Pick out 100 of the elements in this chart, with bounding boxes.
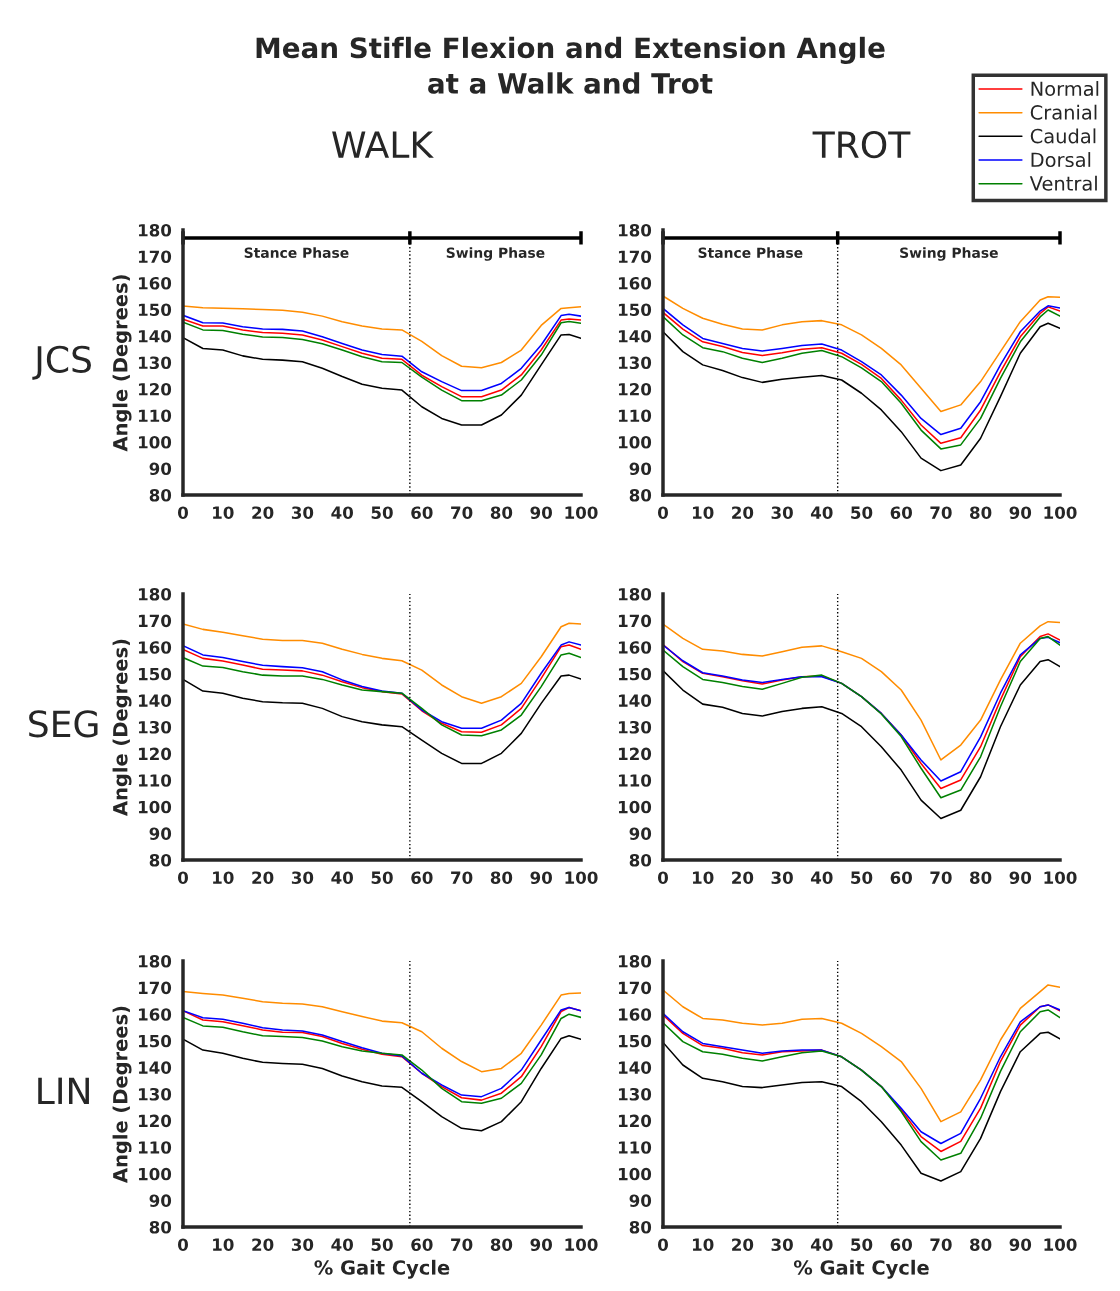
x-tick-label: 0 bbox=[658, 871, 668, 885]
y-tick-label: 120 bbox=[138, 1114, 172, 1128]
x-tick-label: 90 bbox=[1009, 506, 1032, 520]
x-tick-label: 90 bbox=[530, 506, 552, 520]
y-tick-label: 150 bbox=[618, 1034, 652, 1048]
line-series bbox=[183, 305, 581, 369]
y-tick-label: 130 bbox=[618, 1087, 652, 1101]
x-tick-label: 10 bbox=[692, 871, 714, 885]
x-tick-label: 80 bbox=[490, 871, 513, 885]
y-tick-label: 160 bbox=[618, 641, 652, 654]
x-tick-label: 70 bbox=[930, 871, 952, 885]
y-tick-label: 140 bbox=[138, 694, 172, 707]
x-tick-label: 10 bbox=[692, 506, 714, 520]
y-tick-label: 140 bbox=[618, 1061, 652, 1074]
x-tick-label: 70 bbox=[930, 1238, 952, 1252]
x-tick-label: 70 bbox=[930, 506, 952, 520]
x-tick-label: 20 bbox=[252, 1238, 274, 1252]
x-axis-title: % Gait Cycle bbox=[793, 1259, 929, 1279]
y-tick-label: 100 bbox=[138, 800, 172, 814]
chart-title: TROT bbox=[812, 130, 911, 159]
y-tick-label: 170 bbox=[618, 981, 652, 995]
y-tick-label: 110 bbox=[138, 774, 172, 787]
y-tick-label: 80 bbox=[629, 1220, 652, 1234]
x-tick-label: 40 bbox=[331, 506, 353, 520]
x-tick-label: 90 bbox=[1009, 871, 1032, 885]
x-tick-label: 40 bbox=[810, 506, 833, 520]
y-tick-label: 180 bbox=[618, 587, 652, 601]
y-tick-label: 90 bbox=[149, 827, 172, 840]
y-tick-label: 180 bbox=[618, 223, 652, 237]
y-tick-label: 110 bbox=[138, 1141, 172, 1154]
y-tick-label: 120 bbox=[618, 1114, 652, 1128]
y-tick-label: 130 bbox=[138, 720, 172, 734]
x-tick-label: 80 bbox=[970, 871, 992, 885]
y-tick-label: 110 bbox=[138, 409, 172, 423]
x-tick-label: 100 bbox=[565, 1238, 598, 1252]
y-tick-label: 170 bbox=[618, 614, 652, 628]
x-tick-label: 30 bbox=[291, 1238, 314, 1252]
x-tick-label: 30 bbox=[771, 506, 793, 520]
y-tick-label: 130 bbox=[138, 1087, 172, 1101]
y-tick-label: 140 bbox=[618, 694, 652, 707]
line-series bbox=[663, 620, 1060, 761]
y-tick-label: 80 bbox=[149, 488, 172, 502]
y-tick-label: 150 bbox=[138, 667, 172, 681]
x-tick-label: 90 bbox=[530, 1238, 552, 1252]
y-axis-title: Angle (Degrees) bbox=[112, 1006, 132, 1183]
x-tick-label: 40 bbox=[331, 1238, 353, 1252]
x-tick-label: 20 bbox=[252, 506, 274, 520]
y-tick-label: 170 bbox=[618, 250, 652, 264]
y-tick-label: 140 bbox=[138, 1061, 172, 1074]
x-tick-label: 30 bbox=[771, 871, 793, 885]
x-tick-label: 40 bbox=[810, 871, 833, 885]
y-tick-label: 80 bbox=[629, 488, 652, 502]
x-tick-label: 0 bbox=[178, 871, 188, 885]
y-tick-label: 90 bbox=[149, 462, 172, 476]
y-tick-label: 100 bbox=[618, 1167, 652, 1181]
y-tick-label: 150 bbox=[618, 303, 652, 317]
x-tick-label: 60 bbox=[411, 1238, 433, 1252]
x-tick-label: 70 bbox=[451, 1238, 473, 1252]
y-tick-label: 90 bbox=[629, 827, 652, 840]
x-tick-label: 0 bbox=[658, 506, 668, 520]
text: Mean Stifle Flexion and Extension Angle at a Walk and Trot bbox=[256, 36, 885, 94]
y-tick-label: 80 bbox=[149, 1220, 172, 1234]
x-tick-label: 0 bbox=[658, 1238, 668, 1252]
line-series bbox=[663, 295, 1060, 413]
y-tick-label: 180 bbox=[138, 587, 172, 601]
y-tick-label: 110 bbox=[618, 409, 652, 423]
x-axis-title: % Gait Cycle bbox=[314, 1259, 450, 1279]
x-tick-label: 60 bbox=[411, 871, 433, 885]
y-tick-label: 100 bbox=[618, 800, 652, 814]
x-tick-label: 90 bbox=[1009, 1238, 1032, 1252]
y-tick-label: 120 bbox=[618, 382, 652, 396]
x-tick-label: 40 bbox=[810, 1238, 833, 1252]
x-tick-label: 80 bbox=[490, 506, 513, 520]
text: JCS bbox=[32, 345, 91, 380]
y-tick-label: 170 bbox=[138, 614, 172, 628]
line-series bbox=[183, 622, 581, 705]
annotation: Stance Phase bbox=[698, 247, 803, 258]
x-tick-label: 40 bbox=[331, 871, 353, 885]
y-tick-label: 150 bbox=[138, 303, 172, 317]
y-tick-label: 100 bbox=[618, 435, 652, 449]
x-tick-label: 80 bbox=[970, 1238, 992, 1252]
x-tick-label: 10 bbox=[692, 1238, 714, 1252]
y-tick-label: 130 bbox=[618, 720, 652, 734]
x-tick-label: 60 bbox=[411, 506, 433, 520]
x-tick-label: 80 bbox=[490, 1238, 513, 1252]
y-axis-title: Angle (Degrees) bbox=[112, 639, 132, 816]
x-tick-label: 10 bbox=[213, 506, 234, 520]
chart-title: WALK bbox=[332, 131, 434, 158]
y-tick-label: 160 bbox=[138, 641, 172, 654]
legend-label: Dorsal bbox=[1031, 152, 1091, 168]
y-tick-label: 80 bbox=[149, 853, 172, 867]
x-tick-label: 50 bbox=[371, 506, 393, 520]
y-tick-label: 100 bbox=[138, 1167, 172, 1181]
y-tick-label: 90 bbox=[629, 462, 652, 476]
x-tick-label: 70 bbox=[451, 506, 473, 520]
annotation: Swing Phase bbox=[900, 247, 998, 261]
legend-label: Normal bbox=[1031, 81, 1099, 97]
y-tick-label: 90 bbox=[149, 1194, 172, 1207]
x-tick-label: 30 bbox=[291, 506, 314, 520]
y-tick-label: 110 bbox=[618, 1141, 652, 1154]
